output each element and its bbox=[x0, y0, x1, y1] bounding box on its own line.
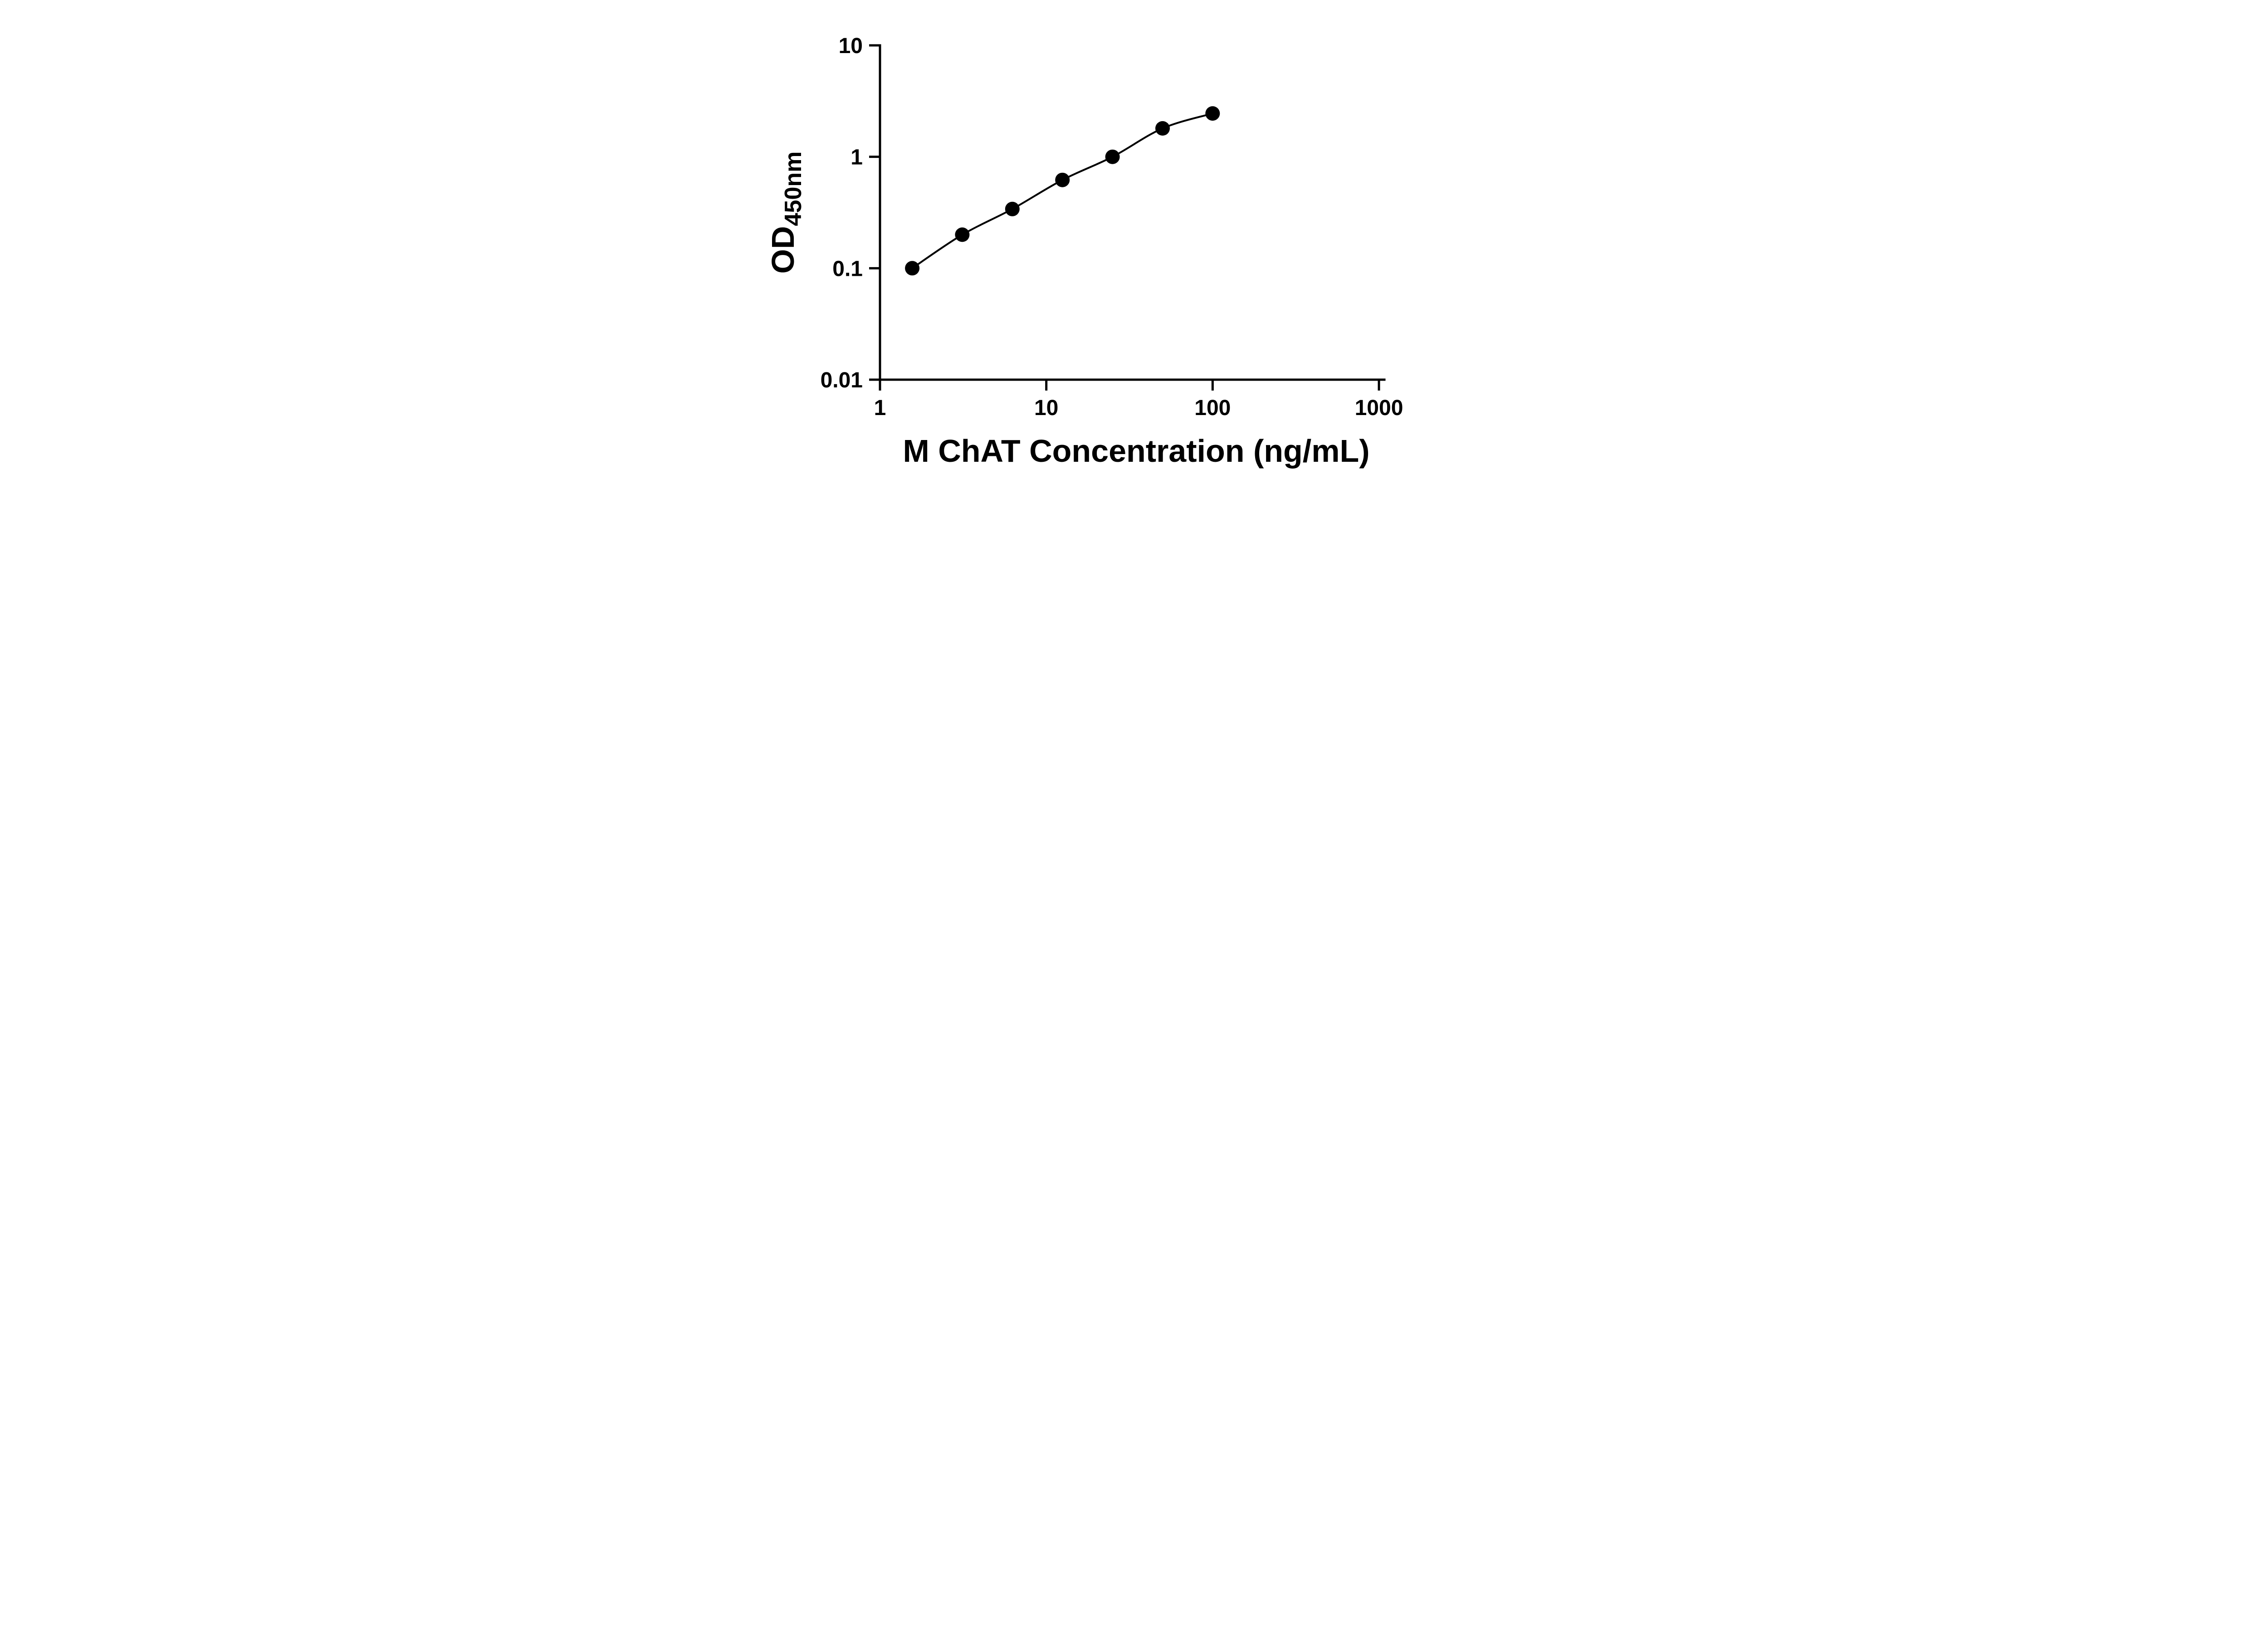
y-axis-tick-label: 0.1 bbox=[832, 257, 863, 281]
x-axis-tick-label: 10 bbox=[1034, 396, 1058, 420]
standard-curve-chart: 1 10 100 1000 0.01 0.1 1 10 M ChAT Concentration… bbox=[765, 34, 1403, 469]
data-point bbox=[1005, 201, 1020, 216]
y-axis-tick-label: 1 bbox=[850, 146, 863, 170]
data-point bbox=[955, 227, 970, 242]
standard-curve-line bbox=[911, 112, 1213, 269]
x-axis-tick-label: 100 bbox=[1194, 396, 1231, 420]
data-point bbox=[1205, 106, 1220, 121]
y-axis-title: OD450nm bbox=[765, 152, 807, 274]
y-axis-tick-label: 0.01 bbox=[821, 368, 863, 392]
elisa-standard-curve-figure: 1 10 100 1000 0.01 0.1 1 10 M ChAT Concentration… bbox=[746, 0, 1522, 544]
data-point bbox=[905, 261, 920, 276]
x-axis-tick-label: 1000 bbox=[1355, 396, 1403, 420]
data-point bbox=[1055, 172, 1070, 187]
data-point bbox=[1155, 121, 1170, 136]
axes bbox=[879, 44, 1386, 381]
x-axis-title: M ChAT Concentration (ng/mL) bbox=[903, 433, 1369, 469]
x-axis-tick-label: 1 bbox=[874, 396, 886, 420]
data-point bbox=[1105, 149, 1120, 164]
y-axis-title-main: OD bbox=[765, 226, 801, 274]
y-axis-title-subscript: 450nm bbox=[780, 152, 807, 226]
y-axis-tick-label: 10 bbox=[839, 34, 863, 58]
